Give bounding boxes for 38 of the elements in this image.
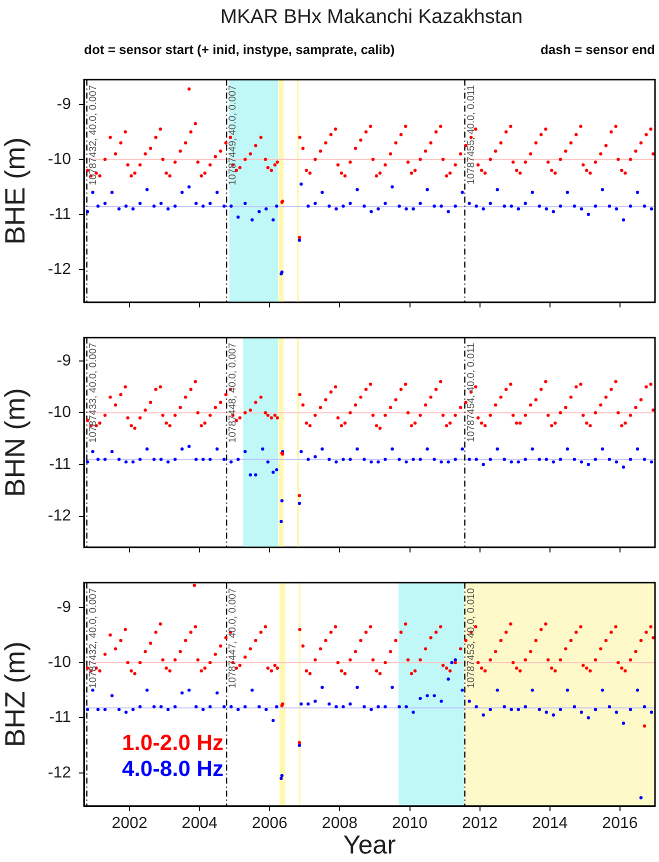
- annotation: 10787433, 40.0, 0.007: [88, 342, 99, 443]
- y-tick-label: -12: [48, 764, 72, 782]
- y-tick-label: -11: [49, 456, 72, 473]
- y-axis-title: BHZ (m): [0, 641, 31, 748]
- x-tick-label: 2014: [532, 815, 568, 832]
- y-tick-label: -9: [56, 598, 72, 616]
- y-tick-label: -9: [56, 96, 72, 113]
- annotation: 10787449, 40.0, 0.007: [228, 84, 239, 186]
- y-tick-label: -12: [48, 508, 72, 525]
- annotation: 10787432, 40.0, 0.007: [88, 84, 99, 186]
- text: dash = sensor end: [540, 42, 655, 57]
- annotation: 10787448, 40.0, 0.007: [228, 342, 239, 443]
- annotation: 10787455, 40.0, 0.011: [466, 84, 477, 184]
- x-tick-label: 2006: [252, 815, 288, 832]
- text: 1.0-2.0 Hz: [122, 730, 224, 756]
- annotation: 10787447, 40.0, 0.007: [228, 588, 239, 688]
- y-tick-label: -11: [49, 206, 72, 223]
- x-axis-title: Year: [343, 830, 396, 860]
- series-label: 4.0-8.0 Hz: [122, 756, 224, 782]
- annotation: 10787453, 40.0, 0.010: [466, 588, 477, 688]
- x-tick-label: 2004: [182, 815, 218, 832]
- y-tick-label: -10: [48, 150, 72, 168]
- annotation: 10787454, 40.0, 0.011: [466, 342, 477, 442]
- y-tick-label: -10: [48, 654, 72, 671]
- y-tick-label: -12: [48, 260, 72, 278]
- chart-title: MKAR BHx Makanchi Kazakhstan: [219, 6, 524, 29]
- x-tick-label: 2008: [322, 815, 358, 832]
- x-tick-label: 2010: [392, 815, 428, 832]
- chart-subtitle: dot = sensor start (+ inid, instype, samprate, calib): [84, 42, 395, 57]
- y-axis-title: BHN (m): [0, 388, 31, 497]
- y-tick-label: -10: [48, 404, 72, 422]
- annotation: 10787432, 40.0, 0.007: [88, 588, 99, 688]
- x-tick-label: 2012: [462, 815, 498, 832]
- x-tick-label: 2002: [112, 815, 148, 832]
- y-tick-label: -9: [56, 352, 72, 370]
- x-tick-label: 2016: [602, 815, 638, 832]
- y-tick-label: -11: [49, 709, 72, 726]
- y-axis-title: BHE (m): [0, 137, 31, 245]
